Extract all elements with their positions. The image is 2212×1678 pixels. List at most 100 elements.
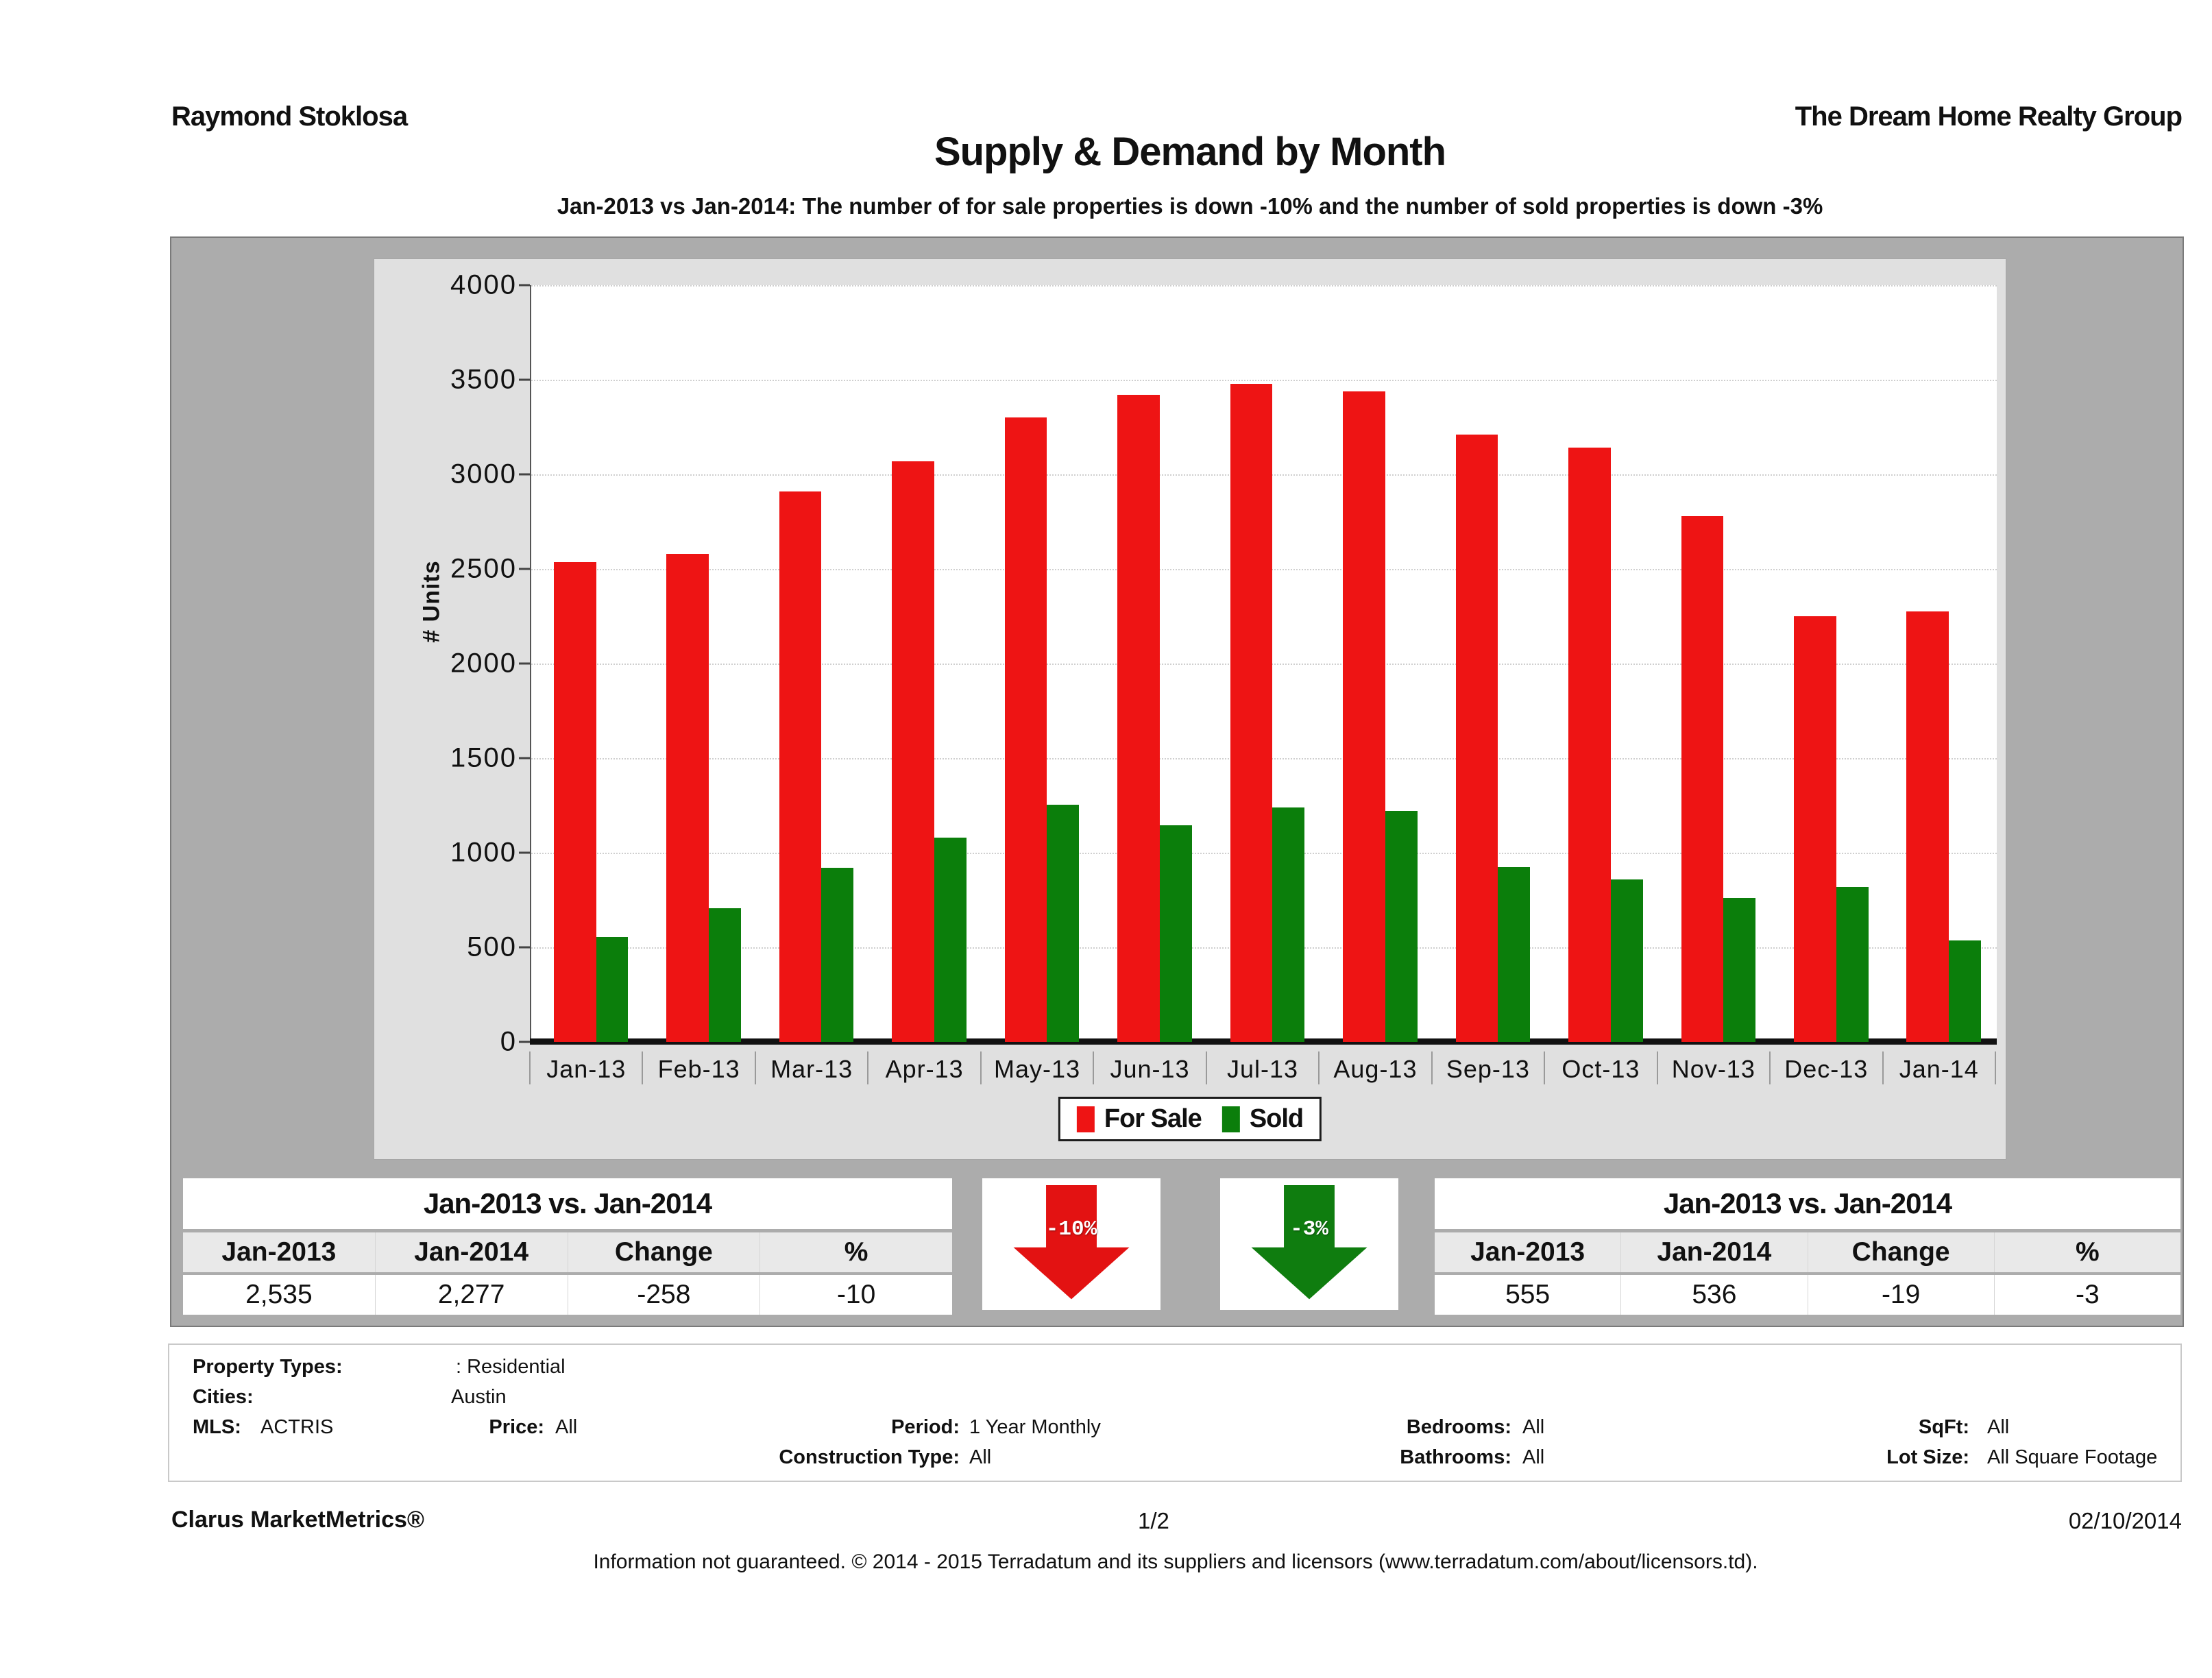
gridline bbox=[531, 380, 1997, 381]
y-tick-label: 2000 bbox=[450, 648, 517, 679]
x-tick-separator bbox=[980, 1051, 982, 1084]
x-axis-labels: Jan-13 Feb-13 Mar-13 Apr-13 May-13 Jun-13 Jul-… bbox=[529, 1049, 1996, 1089]
disclaimer-text: Information not guaranteed. © 2014 - 201… bbox=[593, 1551, 1758, 1573]
x-axis-label: Mar-13 bbox=[770, 1055, 853, 1083]
x-tick-separator bbox=[1769, 1051, 1771, 1084]
x-axis-label: Aug-13 bbox=[1333, 1055, 1418, 1083]
y-tick-label: 4000 bbox=[450, 269, 517, 300]
for-sale-comparison-value-row: 2,535 2,277 -258 -10 bbox=[183, 1275, 952, 1315]
bar-sold bbox=[596, 936, 629, 1042]
bar-sold bbox=[1610, 879, 1643, 1042]
gridline bbox=[531, 285, 1997, 287]
x-axis-label: Apr-13 bbox=[885, 1055, 964, 1083]
sold-comparison-value-cell: 536 bbox=[1620, 1275, 1807, 1315]
x-tick-separator bbox=[1318, 1051, 1320, 1084]
for-sale-comparison-header-cell: Change bbox=[567, 1232, 760, 1272]
bar-sold bbox=[1047, 804, 1080, 1042]
bar-sold bbox=[709, 908, 741, 1042]
period-value: 1 Year Monthly bbox=[969, 1416, 1101, 1438]
property-types-value: : Residential bbox=[456, 1356, 566, 1378]
y-tick-mark bbox=[519, 568, 530, 570]
y-tick-label: 3000 bbox=[450, 459, 517, 489]
for-sale-comparison-table: Jan-2013 vs. Jan-2014 Jan-2013 Jan-2014 Cha… bbox=[183, 1178, 952, 1315]
for-sale-comparison-value-cell: -10 bbox=[759, 1275, 952, 1315]
x-tick-separator bbox=[1882, 1051, 1884, 1084]
sold-comparison-header-cell: Change bbox=[1807, 1232, 1994, 1272]
x-axis-label: Jul-13 bbox=[1226, 1055, 1299, 1083]
bar-sold bbox=[1385, 811, 1418, 1042]
for-sale-comparison-value-cell: -258 bbox=[567, 1275, 760, 1315]
x-tick-separator bbox=[1093, 1051, 1095, 1084]
x-tick-separator bbox=[1544, 1051, 1546, 1084]
bar-for-sale bbox=[1230, 383, 1273, 1042]
x-tick-separator bbox=[754, 1051, 756, 1084]
for-sale-down-arrow bbox=[1013, 1185, 1130, 1300]
x-axis-label: May-13 bbox=[994, 1055, 1081, 1083]
lot-size-label: Lot Size: bbox=[1886, 1446, 1969, 1468]
bar-for-sale bbox=[779, 491, 822, 1042]
bathrooms-label: Bathrooms: bbox=[1400, 1446, 1511, 1468]
y-tick-label: 1500 bbox=[450, 742, 517, 773]
chart-panel: # Units 0 500 1000 1500 2000 2500 3000 3500 4000… bbox=[170, 236, 2184, 1327]
x-axis-label: Dec-13 bbox=[1784, 1055, 1869, 1083]
bar-sold bbox=[1723, 898, 1756, 1042]
sold-comparison-header-cell: Jan-2014 bbox=[1620, 1232, 1807, 1272]
x-tick-separator bbox=[1656, 1051, 1658, 1084]
company-name: The Dream Home Realty Group bbox=[1795, 101, 2183, 132]
cities-label: Cities: bbox=[193, 1386, 254, 1408]
for-sale-comparison-value-cell: 2,535 bbox=[245, 1280, 313, 1309]
bar-sold bbox=[1949, 940, 1981, 1042]
construction-type-value: All bbox=[969, 1446, 992, 1468]
bar-for-sale bbox=[1568, 448, 1611, 1042]
for-sale-comparison-header-row: Jan-2013 Jan-2014 Change% bbox=[183, 1232, 952, 1272]
for-sale-comparison-header-cell: Jan-2013 bbox=[221, 1237, 337, 1267]
sold-comparison-header-cell: Jan-2013 bbox=[1470, 1237, 1585, 1267]
sold-comparison-header-cell: % bbox=[1993, 1232, 2180, 1272]
x-axis-label: Nov-13 bbox=[1671, 1055, 1755, 1083]
property-types-label: Property Types: bbox=[193, 1356, 343, 1378]
bar-for-sale bbox=[1906, 611, 1949, 1042]
search-criteria-box: Property Types: : Residential Cities: Au… bbox=[168, 1343, 2182, 1482]
mls-value: ACTRIS bbox=[260, 1416, 334, 1438]
lot-size-value: All Square Footage bbox=[1987, 1446, 2158, 1468]
legend-swatch-for-sale bbox=[1076, 1106, 1095, 1132]
for-sale-comparison-title: Jan-2013 vs. Jan-2014 bbox=[183, 1178, 952, 1229]
x-axis-label: Feb-13 bbox=[657, 1055, 740, 1083]
for-sale-comparison-value-cell: 2,277 bbox=[374, 1275, 568, 1315]
x-tick-separator bbox=[867, 1051, 869, 1084]
bar-for-sale bbox=[553, 562, 596, 1042]
bar-sold bbox=[934, 837, 967, 1042]
y-tick-label: 500 bbox=[467, 932, 517, 962]
legend-item: For Sale bbox=[1076, 1104, 1202, 1134]
down-arrow-icon: -3% bbox=[1249, 1185, 1370, 1300]
legend: For Sale Sold bbox=[1058, 1097, 1322, 1141]
brand-name: Clarus MarketMetrics® bbox=[171, 1507, 424, 1533]
down-arrow-icon: -10% bbox=[1011, 1185, 1132, 1300]
cities-value: Austin bbox=[451, 1386, 507, 1408]
y-tick-mark bbox=[519, 1041, 530, 1043]
report-subtitle: Jan-2013 vs Jan-2014: The number of for … bbox=[557, 193, 1823, 219]
for-sale-arrow-card: -10% bbox=[982, 1178, 1160, 1310]
report-title: Supply & Demand by Month bbox=[934, 130, 1446, 174]
sold-comparison-title: Jan-2013 vs. Jan-2014 bbox=[1435, 1178, 2180, 1229]
price-value: All bbox=[555, 1416, 578, 1438]
sold-comparison-value-cell: -19 bbox=[1807, 1275, 1994, 1315]
bar-for-sale bbox=[666, 553, 709, 1042]
x-axis-label: Oct-13 bbox=[1561, 1055, 1640, 1083]
bedrooms-value: All bbox=[1522, 1416, 1545, 1438]
y-tick-label: 2500 bbox=[450, 553, 517, 584]
legend-label: Sold bbox=[1249, 1104, 1304, 1133]
x-tick-separator bbox=[1205, 1051, 1207, 1084]
x-tick-separator bbox=[1995, 1051, 1996, 1084]
mls-label: MLS: bbox=[193, 1416, 241, 1438]
bar-sold bbox=[1159, 825, 1192, 1042]
bar-sold bbox=[1498, 866, 1531, 1042]
for-sale-comparison-header-cell: % bbox=[759, 1232, 952, 1272]
for-sale-change-pct: -10% bbox=[1045, 1217, 1097, 1242]
bar-for-sale bbox=[1343, 391, 1385, 1042]
legend-label: For Sale bbox=[1104, 1104, 1202, 1133]
for-sale-comparison-header-cell: Jan-2014 bbox=[374, 1232, 568, 1272]
bar-sold bbox=[821, 868, 854, 1042]
y-tick-label: 3500 bbox=[450, 364, 517, 395]
y-axis-title: # Units bbox=[418, 560, 445, 643]
